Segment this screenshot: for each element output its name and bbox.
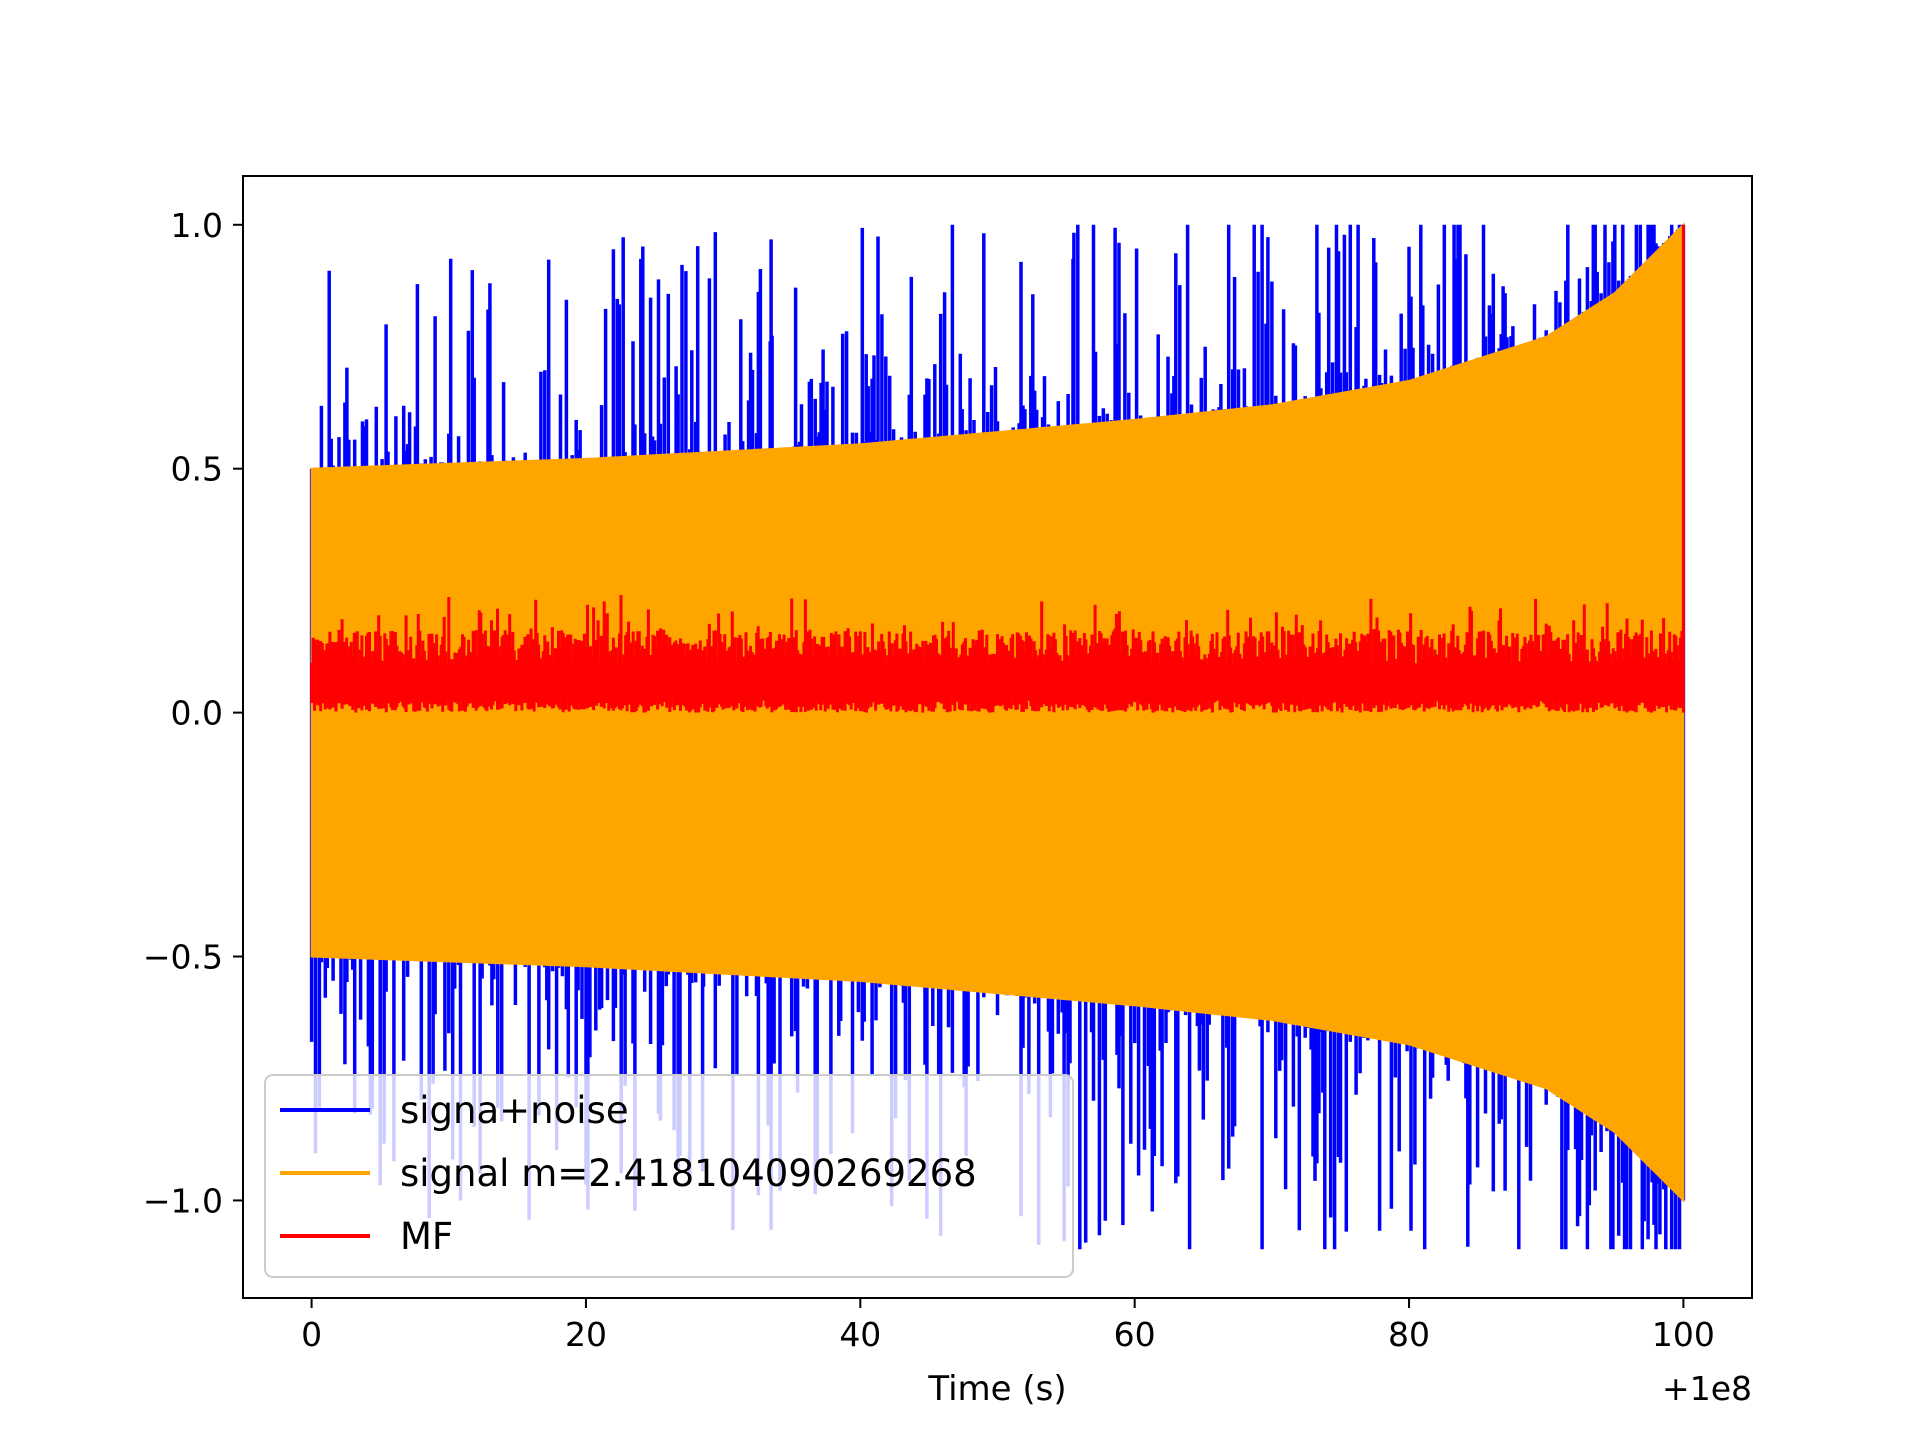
x-tick-label: 80 xyxy=(1388,1315,1430,1354)
legend-box xyxy=(264,1074,1074,1278)
legend-label: signa+noise xyxy=(400,1089,629,1132)
legend-label: signal m=2.418104090269268 xyxy=(400,1152,977,1195)
series-mf xyxy=(310,224,1685,713)
y-tick-label: −1.0 xyxy=(143,1181,223,1220)
x-axis-offset-label: +1e8 xyxy=(1662,1369,1752,1408)
plot-area xyxy=(309,222,1686,1250)
legend: signa+noise signal m=2.418104090269268 MF xyxy=(264,1074,1074,1278)
y-tick-label: −0.5 xyxy=(143,938,223,977)
x-tick-label: 20 xyxy=(565,1315,607,1354)
y-tick-label: 0.0 xyxy=(171,694,223,733)
x-tick-label: 60 xyxy=(1114,1315,1156,1354)
x-tick-label: 100 xyxy=(1652,1315,1715,1354)
legend-label: MF xyxy=(400,1215,453,1258)
y-tick-label: 1.0 xyxy=(171,206,223,245)
x-axis-label: Time (s) xyxy=(927,1369,1066,1409)
series-signal xyxy=(310,222,1685,1203)
y-tick-label: 0.5 xyxy=(171,450,223,489)
axes-frame xyxy=(242,175,1753,1299)
x-tick-label: 40 xyxy=(839,1315,881,1354)
ticks: 0 20 40 60 80 100 1.0 0.5 0.0 −0.5 −1.0 xyxy=(143,206,1715,1354)
x-tick-label: 0 xyxy=(301,1315,322,1354)
